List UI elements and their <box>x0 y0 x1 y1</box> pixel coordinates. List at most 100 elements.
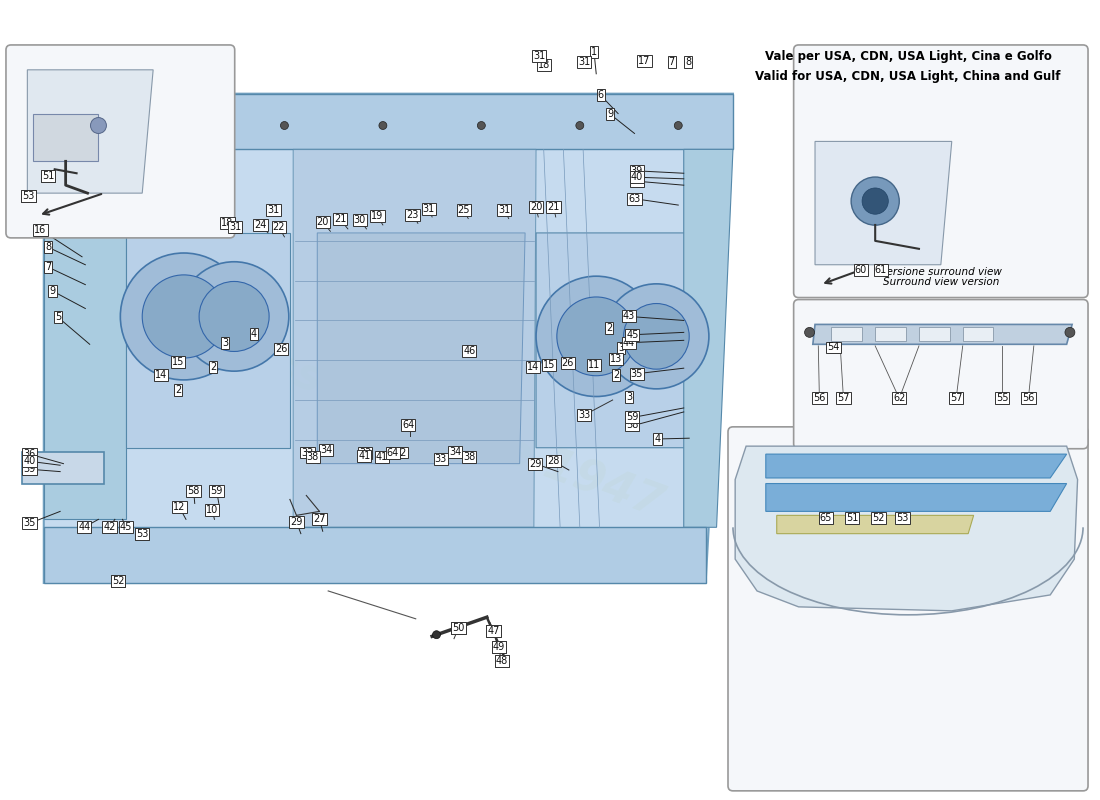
Text: 33: 33 <box>434 454 447 464</box>
Text: 4: 4 <box>251 329 257 339</box>
Text: Versione surround view: Versione surround view <box>880 266 1002 277</box>
Text: 12: 12 <box>173 502 186 513</box>
Text: 58: 58 <box>626 420 638 430</box>
Text: 4: 4 <box>654 434 661 444</box>
Text: 48: 48 <box>496 656 508 666</box>
Text: 51: 51 <box>846 513 858 522</box>
Text: 34: 34 <box>449 446 461 457</box>
Text: 41: 41 <box>376 452 388 462</box>
Text: a passion since 1947: a passion since 1947 <box>163 306 669 526</box>
Text: 45: 45 <box>626 330 638 340</box>
Polygon shape <box>44 150 125 519</box>
Text: 3: 3 <box>626 392 632 402</box>
Text: 34: 34 <box>320 445 332 455</box>
Circle shape <box>557 297 636 376</box>
Text: 14: 14 <box>527 362 539 372</box>
Circle shape <box>862 188 889 214</box>
Text: 53: 53 <box>896 513 909 522</box>
Polygon shape <box>44 527 705 583</box>
Text: 19: 19 <box>372 211 384 222</box>
Circle shape <box>477 122 485 130</box>
Text: 18: 18 <box>221 218 233 227</box>
Text: 65: 65 <box>820 513 832 522</box>
Text: 7: 7 <box>45 262 52 272</box>
Text: 57: 57 <box>950 394 962 403</box>
FancyBboxPatch shape <box>6 45 234 238</box>
Text: 7: 7 <box>669 57 674 67</box>
Text: 39: 39 <box>630 166 642 176</box>
Text: Surround view version: Surround view version <box>882 277 999 287</box>
Text: 51: 51 <box>42 170 54 181</box>
Text: 8: 8 <box>45 242 52 252</box>
Text: 2: 2 <box>210 362 217 372</box>
Polygon shape <box>44 94 733 583</box>
Text: 64: 64 <box>402 421 415 430</box>
Text: 31: 31 <box>422 204 435 214</box>
Text: 53: 53 <box>136 530 149 539</box>
Text: 53: 53 <box>22 191 34 202</box>
Text: 9: 9 <box>607 110 614 119</box>
Text: 47: 47 <box>487 626 499 636</box>
Text: 20: 20 <box>317 217 329 226</box>
Text: 33: 33 <box>579 410 591 420</box>
Polygon shape <box>317 233 525 464</box>
Text: 23: 23 <box>406 210 419 220</box>
Text: 56: 56 <box>813 394 826 403</box>
Text: 31: 31 <box>267 205 279 215</box>
Text: 20: 20 <box>530 202 542 213</box>
Circle shape <box>432 630 440 638</box>
Text: 33: 33 <box>301 447 314 458</box>
Polygon shape <box>294 150 536 527</box>
Circle shape <box>378 122 387 130</box>
Text: 40: 40 <box>23 456 35 466</box>
Circle shape <box>179 262 289 371</box>
Text: Valid for USA, CDN, USA Light, China and Gulf: Valid for USA, CDN, USA Light, China and… <box>756 70 1060 83</box>
Polygon shape <box>766 454 1067 478</box>
Text: 26: 26 <box>562 358 574 368</box>
Text: 2: 2 <box>613 370 619 379</box>
Text: 54: 54 <box>827 342 839 353</box>
Text: 1: 1 <box>591 47 597 58</box>
Text: 31: 31 <box>498 205 510 215</box>
Text: 8: 8 <box>685 57 691 67</box>
Polygon shape <box>33 114 99 162</box>
Text: 29: 29 <box>529 458 541 469</box>
Bar <box>832 327 862 341</box>
Text: 2: 2 <box>175 385 182 394</box>
Text: 15: 15 <box>543 360 556 370</box>
Polygon shape <box>44 94 733 150</box>
Text: 61: 61 <box>874 266 887 275</box>
Text: 57: 57 <box>837 394 849 403</box>
Text: 18: 18 <box>538 60 550 70</box>
Bar <box>918 327 949 341</box>
Text: 33: 33 <box>360 448 372 458</box>
Text: 36: 36 <box>23 449 35 459</box>
Text: 17: 17 <box>638 56 650 66</box>
Text: 9: 9 <box>50 286 56 296</box>
Text: 49: 49 <box>493 642 505 653</box>
Text: 40: 40 <box>630 172 642 182</box>
Text: 31: 31 <box>579 57 591 67</box>
Text: 55: 55 <box>996 394 1009 403</box>
Circle shape <box>90 118 107 134</box>
Text: 15: 15 <box>172 357 185 367</box>
Text: 37: 37 <box>630 176 642 186</box>
Text: 35: 35 <box>630 369 642 378</box>
Text: 64: 64 <box>386 448 399 458</box>
Circle shape <box>1065 327 1075 338</box>
Bar <box>876 327 905 341</box>
Text: 59: 59 <box>626 412 638 422</box>
Text: 32: 32 <box>394 447 407 458</box>
Circle shape <box>624 303 690 369</box>
Text: 39: 39 <box>23 464 35 474</box>
Circle shape <box>142 275 226 358</box>
Text: Vale per USA, CDN, USA Light, Cina e Golfo: Vale per USA, CDN, USA Light, Cina e Gol… <box>764 50 1052 63</box>
Text: 3: 3 <box>222 338 229 348</box>
Circle shape <box>199 282 270 351</box>
Text: 13: 13 <box>609 354 622 365</box>
Text: 52: 52 <box>112 577 124 586</box>
Text: 28: 28 <box>548 456 560 466</box>
Polygon shape <box>735 446 1078 611</box>
Text: 52: 52 <box>112 577 124 586</box>
Circle shape <box>536 276 657 397</box>
